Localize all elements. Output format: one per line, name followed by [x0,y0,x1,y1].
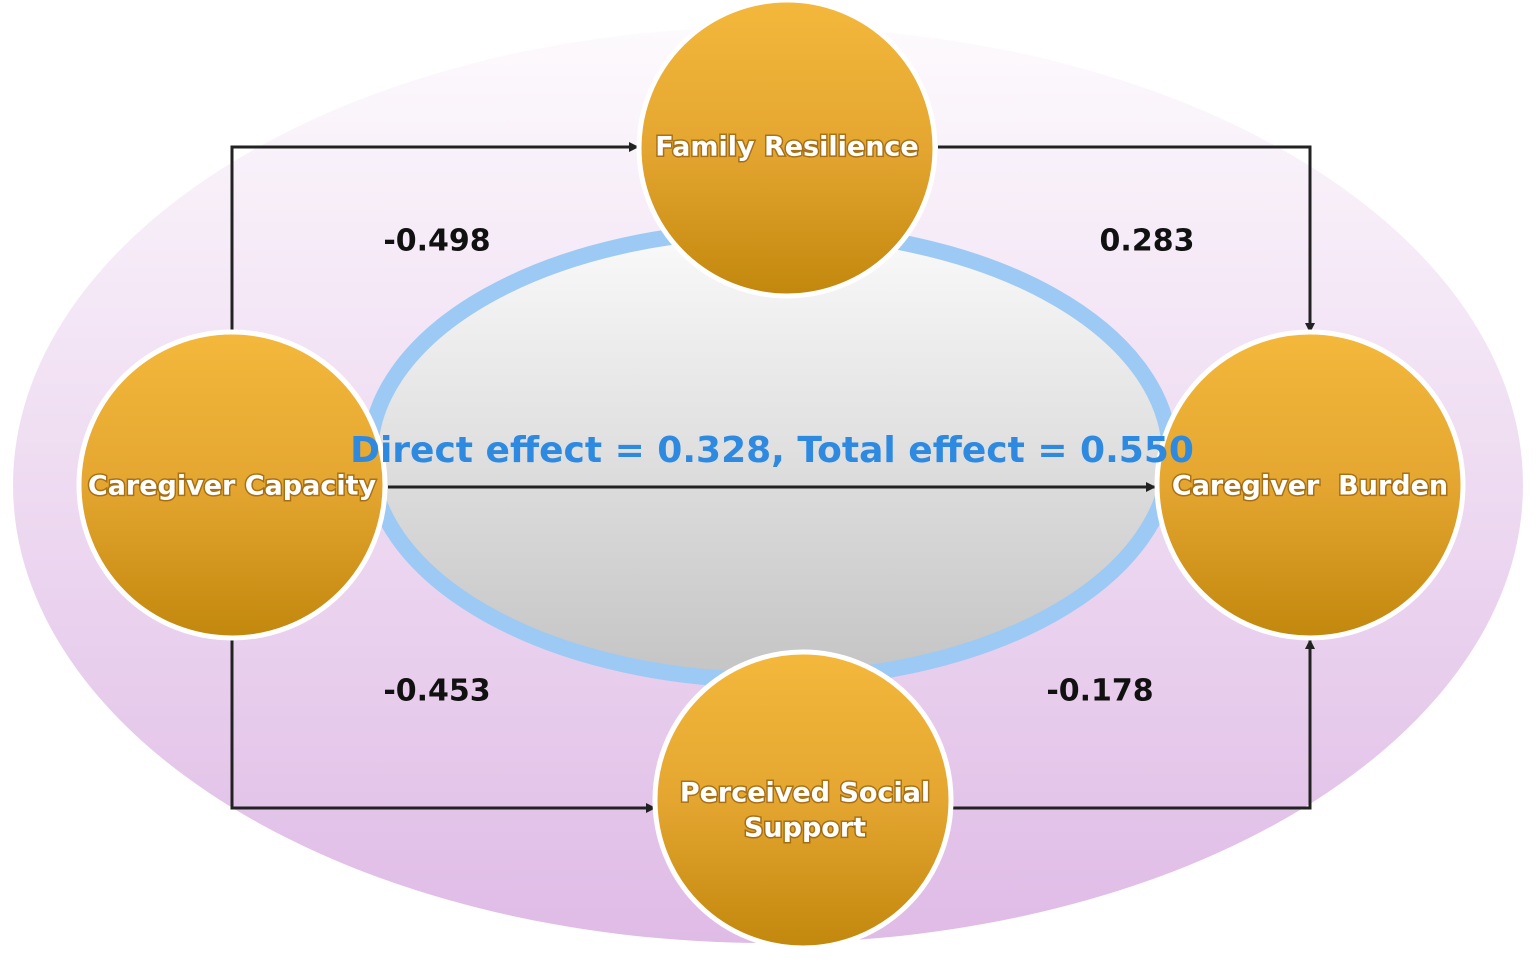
node-circle [1154,329,1466,641]
node-label: Family Resilience [655,132,919,163]
edge-label: -0.498 [383,224,490,259]
arrow [230,142,639,335]
edge-label: 0.283 [1100,224,1195,259]
node-label: Perceived Social [680,778,930,809]
connectors [230,142,1315,813]
direct-effect-label: Direct effect = 0.328, Total effect = 0.… [350,430,1194,471]
node-circle [652,649,954,951]
node-label: Caregiver Capacity [88,471,377,502]
node-circle [76,329,388,641]
node-circle [636,0,938,299]
edge-label: -0.178 [1046,674,1153,709]
node-label: Support [744,813,866,844]
node-label: Caregiver Burden [1172,471,1448,502]
arrow [952,639,1315,810]
arrow [230,636,656,813]
arrow [938,145,1315,333]
edge-label: -0.453 [383,674,490,709]
